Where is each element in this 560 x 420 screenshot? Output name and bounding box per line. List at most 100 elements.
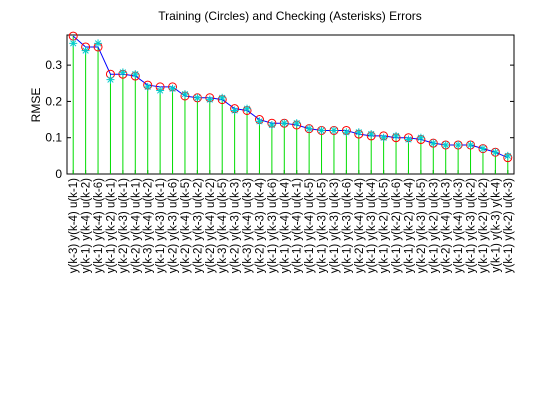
asterisk-stroke: [417, 134, 425, 141]
asterisk-stroke: [504, 152, 511, 160]
x-tick-label: y(k-1) y(k-3) u(k-6): [267, 178, 279, 273]
asterisk-marker: [156, 86, 165, 95]
asterisk-marker: [317, 126, 326, 135]
x-tick-label: y(k-1) y(k-2) u(k-3): [428, 178, 440, 273]
asterisk-stroke: [281, 120, 288, 127]
x-tick-label: y(k-1) y(k-2) u(k-2): [478, 178, 490, 273]
axes-box: [66, 34, 515, 175]
x-tick-label: y(k-2) y(k-3) u(k-2): [192, 178, 204, 273]
x-tick-label: y(k-1) y(k-2) u(k-6): [391, 178, 403, 273]
asterisk-marker: [267, 121, 276, 130]
asterisk-marker: [218, 93, 227, 102]
asterisk-stroke: [70, 40, 77, 47]
x-tick-label: y(k-1) y(k-2) u(k-3): [503, 178, 515, 273]
asterisk-marker: [180, 90, 189, 99]
asterisk-stroke: [156, 87, 164, 94]
asterisk-marker: [193, 93, 202, 102]
asterisk-stroke: [380, 134, 387, 141]
asterisk-stroke: [82, 47, 89, 54]
asterisk-stroke: [206, 96, 213, 103]
x-tick-label: y(k-1) y(k-2) u(k-1): [105, 178, 117, 273]
asterisk-marker: [454, 140, 463, 149]
asterisk-marker: [491, 148, 500, 157]
asterisk-marker: [168, 84, 177, 93]
x-tick-label: y(k-1) y(k-3) u(k-2): [466, 178, 478, 273]
asterisk-marker: [205, 95, 214, 104]
asterisk-stroke: [169, 85, 176, 92]
x-tick-label: y(k-2) y(k-3) u(k-5): [416, 178, 428, 273]
asterisk-stroke: [107, 76, 114, 83]
asterisk-marker: [230, 106, 239, 115]
x-tick-label: y(k-3) y(k-4) u(k-3): [242, 178, 254, 273]
x-tick-label: y(k-3) y(k-4) u(k-1): [68, 178, 80, 273]
asterisk-stroke: [442, 141, 449, 149]
x-tick-label: y(k-2) y(k-3) u(k-3): [230, 178, 242, 273]
x-tick-label: y(k-1) y(k-3) u(k-3): [329, 178, 341, 273]
x-tick-label: y(k-2) y(k-4) u(k-5): [180, 178, 192, 273]
asterisk-marker: [429, 139, 438, 148]
x-tick-label: y(k-1) y(k-2) u(k-5): [379, 178, 391, 273]
x-tick-label: y(k-1) y(k-4) u(k-2): [81, 178, 93, 273]
x-tick-label: y(k-2) y(k-3) u(k-4): [254, 178, 266, 273]
x-tick-label: y(k-1) y(k-2) u(k-4): [403, 178, 415, 273]
asterisk-stroke: [94, 40, 102, 47]
asterisk-marker: [305, 124, 314, 133]
x-tick-label: y(k-1) y(k-4) u(k-3): [453, 178, 465, 273]
asterisk-stroke: [305, 125, 313, 132]
asterisk-marker: [441, 140, 450, 149]
x-tick-label: y(k-1) y(k-3) y(k-4): [490, 178, 502, 273]
y-axis-label: RMSE: [29, 88, 43, 123]
asterisk-stroke: [132, 71, 139, 78]
asterisk-stroke: [405, 136, 412, 143]
asterisk-stroke: [181, 91, 189, 98]
asterisk-marker: [503, 151, 512, 160]
asterisk-marker: [342, 128, 351, 137]
asterisk-stroke: [256, 118, 263, 125]
asterisk-stroke: [454, 141, 462, 149]
x-tick-label: y(k-1) y(k-4) u(k-1): [292, 178, 304, 273]
x-tick-label: y(k-2) y(k-4) u(k-3): [441, 178, 453, 273]
asterisk-marker: [404, 135, 413, 144]
chart-title: Training (Circles) and Checking (Asteris…: [158, 9, 422, 23]
asterisk-stroke: [492, 149, 499, 156]
x-tick-label: y(k-1) y(k-4) u(k-5): [304, 178, 316, 273]
asterisk-marker: [292, 119, 301, 128]
asterisk-stroke: [268, 121, 276, 129]
asterisk-marker: [329, 126, 338, 135]
asterisk-marker: [243, 104, 252, 113]
asterisk-marker: [94, 39, 103, 48]
asterisk-stroke: [194, 94, 201, 101]
x-tick-label: y(k-2) y(k-4) u(k-1): [130, 178, 142, 273]
asterisk-marker: [379, 133, 388, 142]
asterisk-marker: [478, 144, 487, 153]
asterisk-stroke: [479, 145, 487, 152]
x-tick-label: y(k-1) y(k-4) u(k-4): [279, 178, 291, 273]
asterisk-marker: [255, 117, 264, 126]
x-tick-label: y(k-1) y(k-3) u(k-1): [155, 178, 167, 273]
asterisk-stroke: [219, 94, 226, 101]
y-tick-label: 0.2: [45, 94, 62, 108]
x-tick-label: y(k-3) y(k-4) u(k-5): [217, 178, 229, 273]
asterisk-stroke: [355, 129, 362, 136]
x-tick-label: y(k-2) y(k-4) u(k-4): [354, 178, 366, 273]
y-tick-label: 0.3: [45, 58, 62, 72]
y-tick-label: 0: [55, 167, 62, 181]
asterisk-marker: [416, 133, 425, 142]
asterisk-marker: [69, 39, 78, 48]
asterisk-stroke: [144, 83, 151, 91]
asterisk-stroke: [318, 127, 325, 134]
asterisk-marker: [118, 68, 127, 77]
x-tick-label: y(k-1) y(k-3) u(k-4): [366, 178, 378, 273]
asterisk-stroke: [231, 107, 238, 114]
asterisk-stroke: [119, 69, 127, 76]
y-tick-label: 0.1: [45, 131, 62, 145]
x-tick-label: y(k-1) y(k-4) u(k-6): [93, 178, 105, 273]
x-tick-label: y(k-1) y(k-3) u(k-5): [317, 178, 329, 273]
x-tick-label: y(k-1) y(k-3) u(k-6): [341, 178, 353, 273]
asterisk-marker: [131, 70, 140, 79]
asterisk-stroke: [343, 129, 350, 136]
x-tick-label: y(k-3) y(k-4) u(k-2): [143, 178, 155, 273]
asterisk-marker: [280, 119, 289, 128]
asterisk-stroke: [368, 130, 375, 138]
